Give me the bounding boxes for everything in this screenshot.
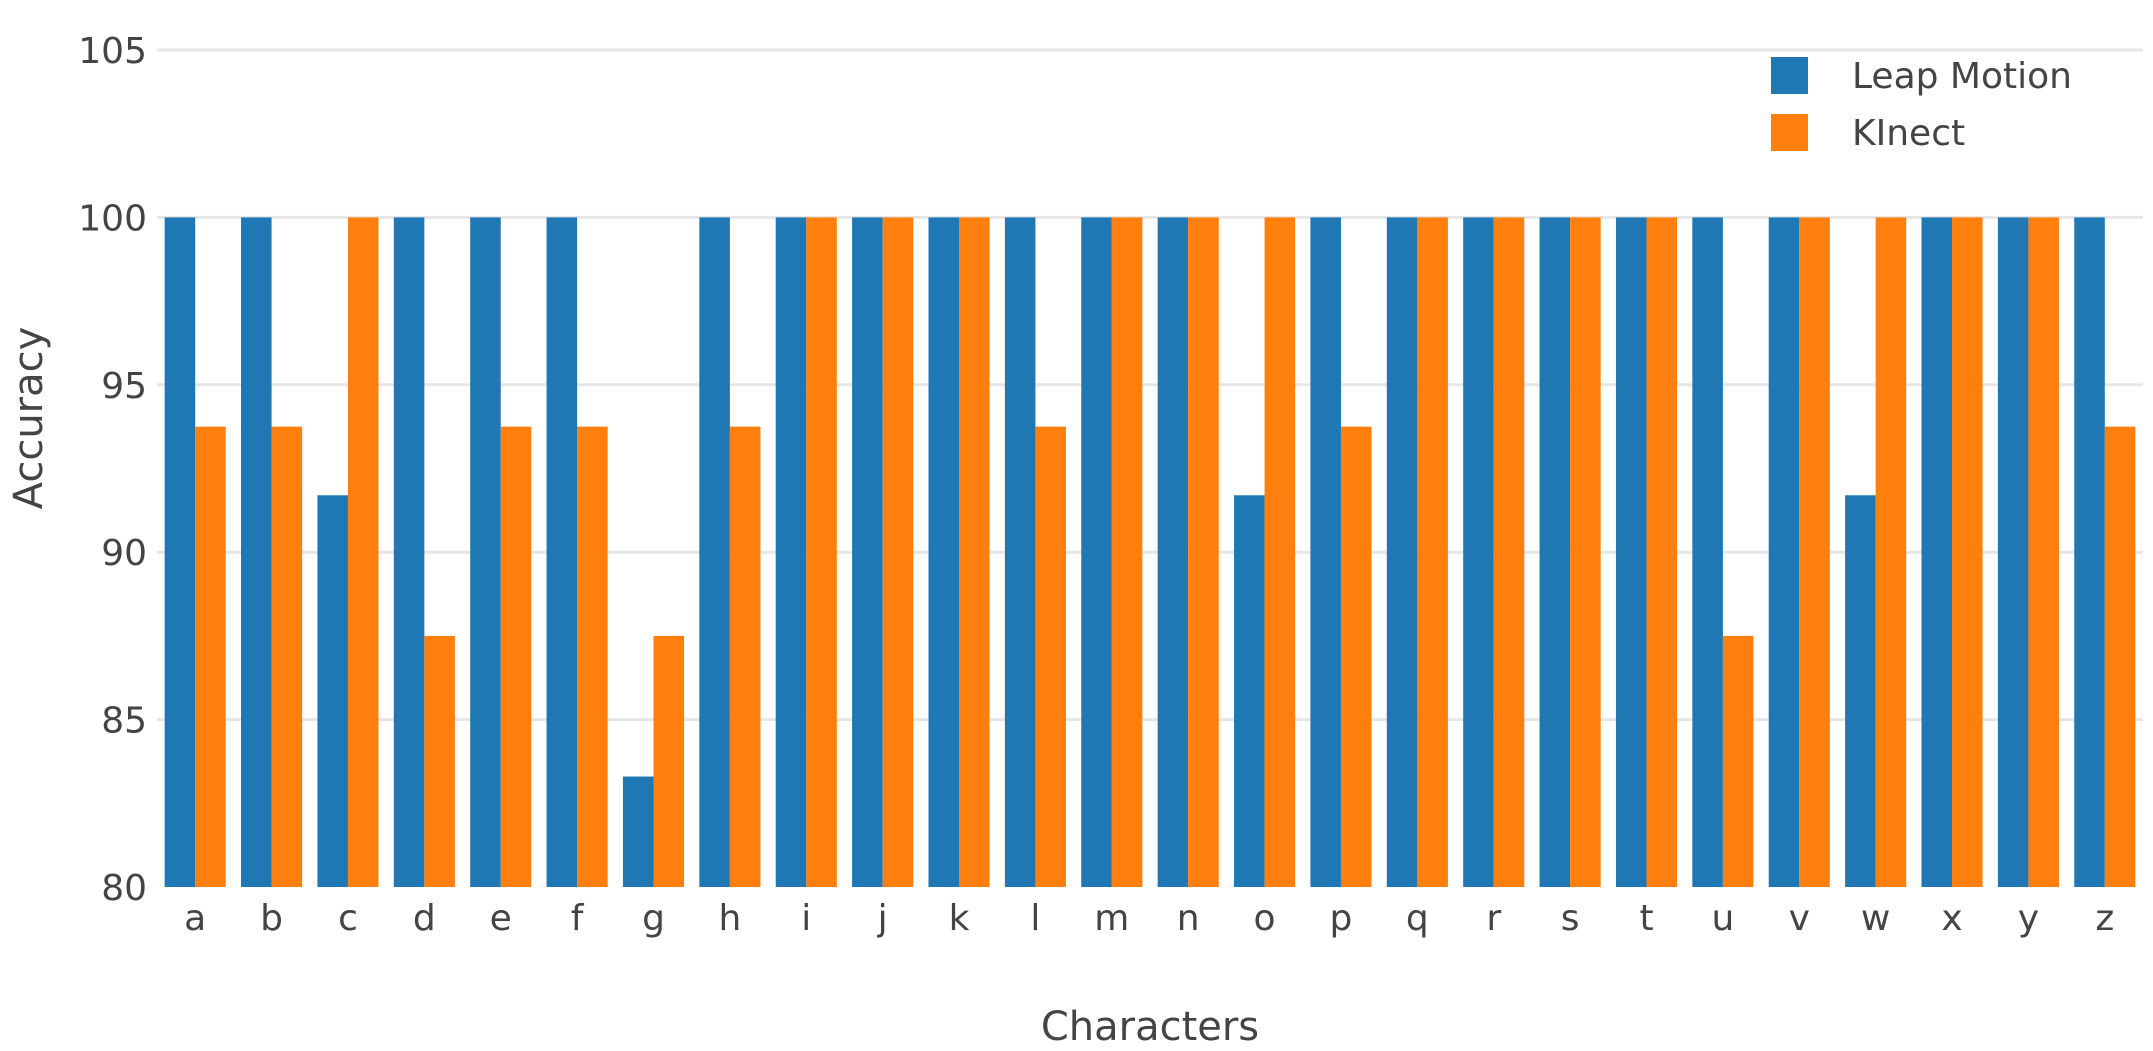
bar-kinect-e[interactable] (500, 426, 532, 887)
bar-kinect-k[interactable] (959, 217, 990, 887)
bar-leap-motion-p[interactable] (1310, 217, 1341, 887)
legend[interactable]: Leap Motion KInect (1771, 56, 2072, 154)
bar-kinect-d[interactable] (424, 635, 455, 887)
bar-leap-motion-e[interactable] (470, 217, 501, 887)
y-tick-label: 95 (101, 366, 147, 407)
bar-kinect-g[interactable] (653, 635, 685, 887)
bar-kinect-m[interactable] (1111, 217, 1143, 887)
y-tick-label: 90 (101, 533, 147, 574)
x-tick-label: l (1030, 898, 1040, 939)
legend-label[interactable]: KInect (1852, 113, 1965, 154)
bar-leap-motion-i[interactable] (775, 217, 807, 887)
bar-leap-motion-c[interactable] (317, 495, 348, 887)
bar-leap-motion-b[interactable] (241, 217, 272, 887)
x-tick-label: z (2095, 898, 2114, 939)
bar-leap-motion-h[interactable] (699, 217, 730, 887)
bar-kinect-t[interactable] (1646, 217, 1678, 887)
x-tick-label: s (1561, 898, 1580, 939)
x-tick-label: v (1789, 898, 1810, 939)
bar-leap-motion-z[interactable] (2074, 217, 2105, 887)
bar-kinect-o[interactable] (1264, 217, 1296, 887)
bar-leap-motion-a[interactable] (164, 217, 196, 887)
x-tick-label: c (338, 898, 358, 939)
x-tick-label: w (1861, 898, 1890, 939)
bar-leap-motion-f[interactable] (546, 217, 578, 887)
legend-label[interactable]: Leap Motion (1852, 56, 2072, 97)
bar-kinect-x[interactable] (1952, 217, 1983, 887)
bar-leap-motion-y[interactable] (1997, 217, 2029, 887)
bar-kinect-z[interactable] (2104, 426, 2136, 887)
bar-kinect-w[interactable] (1875, 217, 1907, 887)
bar-leap-motion-w[interactable] (1845, 495, 1876, 887)
y-tick-label: 80 (101, 868, 147, 909)
bar-kinect-q[interactable] (1417, 217, 1448, 887)
x-tick-label: b (260, 898, 283, 939)
x-tick-label: n (1177, 898, 1200, 939)
x-tick-label: t (1639, 898, 1653, 939)
y-axis-title: Accuracy (6, 327, 52, 510)
bar-kinect-u[interactable] (1722, 635, 1754, 887)
bar-kinect-p[interactable] (1340, 426, 1372, 887)
x-tick-label: h (718, 898, 741, 939)
bar-leap-motion-x[interactable] (1921, 217, 1953, 887)
bar-leap-motion-o[interactable] (1234, 495, 1265, 887)
x-tick-label: o (1254, 898, 1276, 939)
bar-kinect-v[interactable] (1799, 217, 1830, 887)
y-tick-label: 100 (78, 198, 147, 239)
x-tick-label: m (1094, 898, 1129, 939)
x-tick-label: q (1406, 898, 1429, 939)
bar-kinect-s[interactable] (1570, 217, 1601, 887)
bar-kinect-r[interactable] (1493, 217, 1525, 887)
bar-leap-motion-u[interactable] (1692, 217, 1723, 887)
bar-kinect-y[interactable] (2028, 217, 2059, 887)
x-tick-label: p (1330, 898, 1353, 939)
bar-kinect-a[interactable] (195, 426, 226, 887)
bar-kinect-h[interactable] (729, 426, 761, 887)
bar-leap-motion-k[interactable] (928, 217, 960, 887)
bar-kinect-n[interactable] (1188, 217, 1219, 887)
x-tick-label: j (877, 898, 888, 939)
bar-leap-motion-q[interactable] (1386, 217, 1418, 887)
y-tick-label: 85 (101, 701, 147, 742)
bar-kinect-f[interactable] (577, 426, 608, 887)
x-axis-title: Characters (1041, 1004, 1259, 1047)
x-tick-label: d (413, 898, 436, 939)
x-tick-label: k (949, 898, 970, 939)
x-tick-label: e (490, 898, 512, 939)
x-tick-label: y (2018, 898, 2039, 939)
bar-kinect-j[interactable] (882, 217, 914, 887)
x-tick-label: g (642, 898, 665, 939)
bar-leap-motion-s[interactable] (1539, 217, 1571, 887)
bar-leap-motion-j[interactable] (852, 217, 883, 887)
bar-leap-motion-v[interactable] (1768, 217, 1800, 887)
bars (164, 217, 2136, 887)
x-tick-labels: a b c d e f g h i j k l m n o p q r s t u v w x y z (184, 898, 2114, 939)
bar-leap-motion-l[interactable] (1004, 217, 1036, 887)
x-tick-label: f (571, 898, 585, 939)
bar-kinect-i[interactable] (806, 217, 837, 887)
x-tick-label: x (1941, 898, 1962, 939)
bar-kinect-l[interactable] (1035, 426, 1066, 887)
bar-kinect-b[interactable] (271, 426, 303, 887)
y-tick-labels: 80 85 90 95 100 105 (78, 31, 147, 909)
legend-swatch[interactable] (1771, 57, 1808, 94)
x-tick-label: i (801, 898, 811, 939)
legend-swatch[interactable] (1771, 114, 1808, 151)
y-tick-label: 105 (78, 31, 147, 72)
x-tick-label: u (1711, 898, 1734, 939)
bar-kinect-c[interactable] (347, 217, 379, 887)
bar-leap-motion-n[interactable] (1157, 217, 1189, 887)
bar-leap-motion-t[interactable] (1615, 217, 1647, 887)
bar-leap-motion-r[interactable] (1463, 217, 1494, 887)
bar-leap-motion-m[interactable] (1081, 217, 1112, 887)
bar-leap-motion-g[interactable] (622, 776, 654, 887)
bar-leap-motion-d[interactable] (393, 217, 425, 887)
x-tick-label: a (184, 898, 206, 939)
x-tick-label: r (1486, 898, 1501, 939)
